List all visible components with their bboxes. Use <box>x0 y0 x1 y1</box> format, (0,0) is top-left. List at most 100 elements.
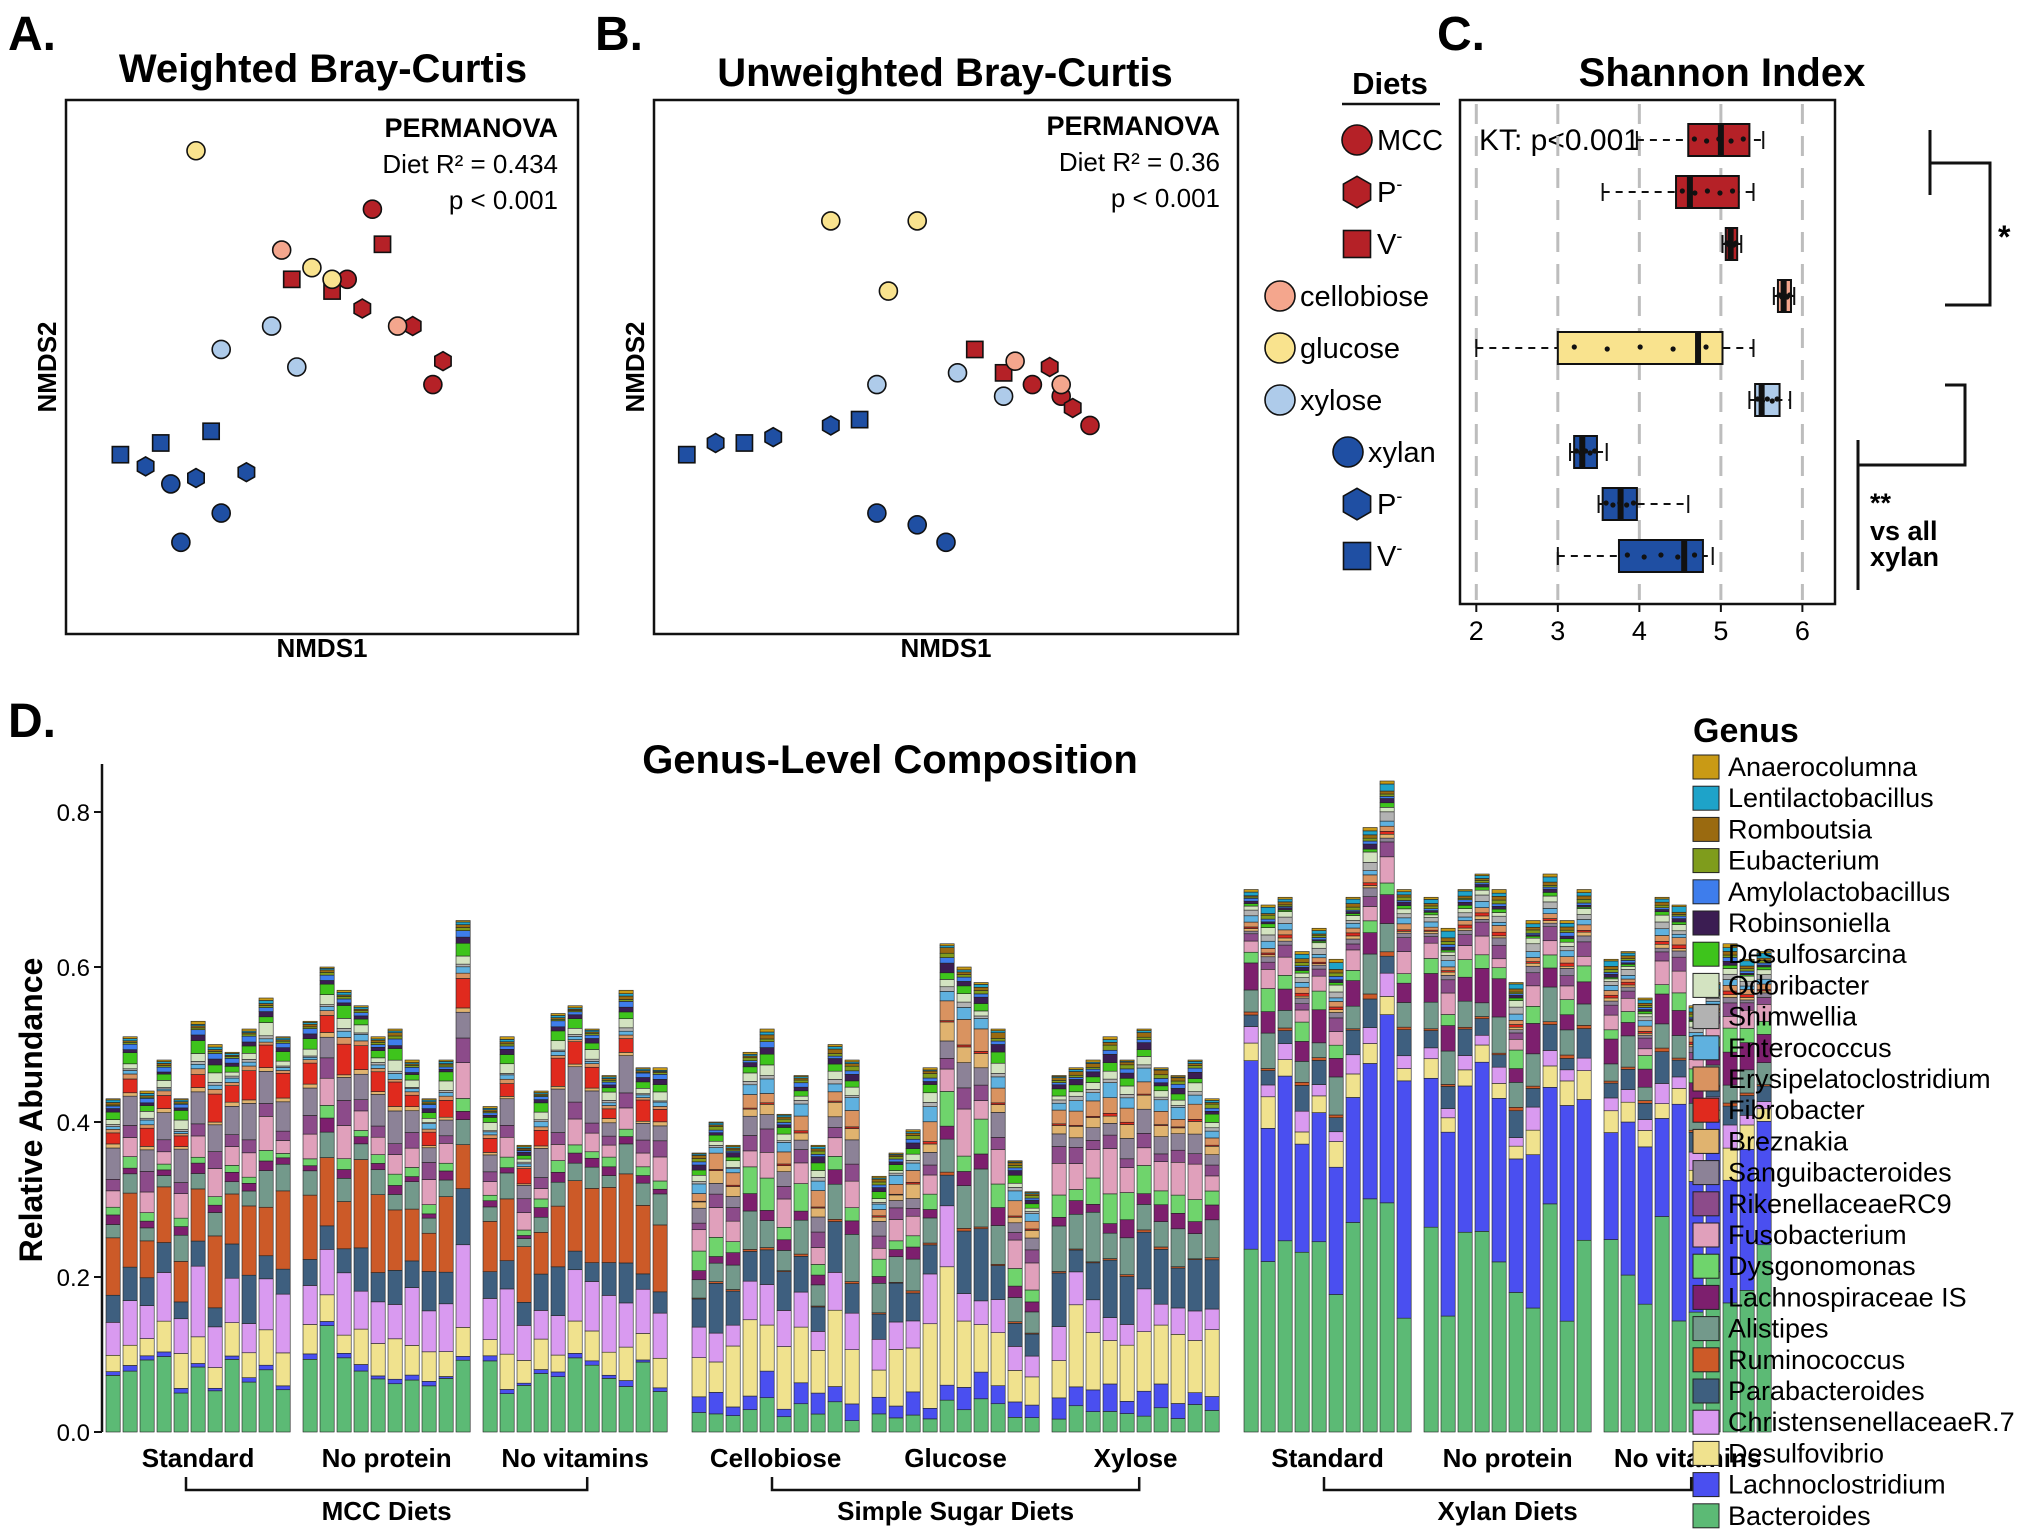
bar-4-1-segment-0 <box>888 1417 904 1433</box>
bar-3-6-segment-14 <box>793 1115 809 1132</box>
bar-5-9-segment-21 <box>1204 1103 1220 1109</box>
bar-1-5-segment-3 <box>387 1304 403 1340</box>
bar-5-5-segment-4 <box>1136 1231 1152 1290</box>
bar-0-8-segment-12 <box>241 1099 257 1104</box>
x-tick-label-1: 3 <box>1550 616 1565 646</box>
bar-6-5-segment-13 <box>1328 1006 1344 1010</box>
bar-6-0-segment-23 <box>1243 891 1259 897</box>
panel-c-legend-title: Diets <box>1352 66 1428 101</box>
bar-6-7-segment-18 <box>1362 848 1378 853</box>
bar-6-9-segment-5 <box>1396 1026 1412 1030</box>
bar-3-0-segment-1 <box>691 1396 707 1413</box>
bar-7-1-segment-10 <box>1440 979 1456 994</box>
bar-5-1-segment-22 <box>1068 1071 1084 1076</box>
bar-7-9-segment-7 <box>1576 981 1592 1005</box>
bar-7-6-segment-14 <box>1525 957 1541 962</box>
bar-7-2-segment-18 <box>1457 905 1473 909</box>
bar-1-5-segment-9 <box>387 1154 403 1175</box>
bar-7-1-segment-2 <box>1440 1117 1456 1133</box>
bar-0-4-segment-8 <box>173 1217 189 1227</box>
bar-6-9-segment-22 <box>1396 894 1412 898</box>
bar-1-2-segment-13 <box>336 1043 352 1076</box>
bar-2-5-segment-14 <box>567 1039 583 1043</box>
bar-1-1-segment-24 <box>319 966 335 969</box>
sig-star-2: ** <box>1870 488 1892 518</box>
bar-8-3-segment-2 <box>1654 1103 1670 1119</box>
diet-label-2: V- <box>1377 226 1402 261</box>
bar-3-7-segment-23 <box>810 1146 826 1150</box>
bar-4-1-segment-7 <box>888 1249 904 1258</box>
bar-1-5-segment-12 <box>387 1106 403 1112</box>
bar-8-4-segment-3 <box>1671 1076 1687 1089</box>
bar-4-6-segment-7 <box>973 1153 989 1170</box>
diet-marker-6 <box>1332 436 1364 468</box>
bar-6-3-segment-4 <box>1294 1085 1310 1112</box>
bar-7-0-segment-8 <box>1423 958 1439 974</box>
bar-2-0-segment-13 <box>482 1138 498 1153</box>
bar-0-1-segment-23 <box>122 1038 138 1042</box>
bar-1-9-segment-15 <box>455 966 471 974</box>
bar-2-6-segment-10 <box>584 1122 600 1134</box>
bar-7-4-segment-17 <box>1491 912 1507 917</box>
bar-4-4-segment-17 <box>939 979 955 988</box>
bar-5-9-segment-12 <box>1204 1146 1220 1155</box>
bar-5-8-segment-23 <box>1187 1061 1203 1064</box>
bar-2-7-segment-1 <box>601 1374 617 1379</box>
bar-6-3-segment-0 <box>1294 1251 1310 1433</box>
sample-dot-5-3 <box>1769 398 1775 404</box>
panel-c-title: Shannon Index <box>1579 51 1866 95</box>
bar-2-10-segment-10 <box>652 1140 668 1158</box>
bar-1-4-segment-3 <box>370 1301 386 1344</box>
bar-7-2-segment-1 <box>1457 1085 1473 1233</box>
bar-5-9-segment-4 <box>1204 1259 1220 1310</box>
bar-5-1-segment-11 <box>1068 1137 1084 1148</box>
bar-5-1-segment-24 <box>1068 1067 1084 1070</box>
bar-1-8-segment-20 <box>438 1066 454 1070</box>
bar-2-3-segment-1 <box>533 1369 549 1374</box>
bar-0-1-segment-8 <box>122 1156 138 1169</box>
bar-2-0-segment-12 <box>482 1152 498 1156</box>
bar-8-1-segment-12 <box>1620 984 1636 988</box>
bar-4-6-segment-19 <box>973 996 989 1004</box>
bar-8-0-segment-9 <box>1603 1014 1619 1031</box>
bar-1-8-segment-8 <box>438 1162 454 1172</box>
panel-a-title: Weighted Bray-Curtis <box>119 47 527 91</box>
bar-3-7-segment-10 <box>810 1231 826 1248</box>
bar-3-0-segment-10 <box>691 1222 707 1231</box>
bar-2-10-segment-5 <box>652 1224 668 1293</box>
bar-3-0-segment-20 <box>691 1161 707 1166</box>
bar-0-5-segment-17 <box>190 1053 206 1062</box>
bar-4-4-segment-5 <box>939 1171 955 1176</box>
bar-6-6-segment-15 <box>1345 922 1361 929</box>
bar-1-6-segment-3 <box>404 1287 420 1346</box>
bar-8-1-segment-24 <box>1620 951 1636 954</box>
bar-7-5-segment-11 <box>1508 1029 1524 1034</box>
bar-2-4-segment-1 <box>550 1371 566 1377</box>
bar-5-8-segment-14 <box>1187 1103 1203 1120</box>
bar-7-6-segment-21 <box>1525 929 1541 934</box>
bar-7-6-segment-16 <box>1525 943 1541 952</box>
bar-3-5-segment-7 <box>776 1239 792 1251</box>
bar-2-1-segment-8 <box>499 1156 515 1168</box>
bar-7-4-segment-6 <box>1491 1016 1507 1054</box>
bar-2-5-segment-12 <box>567 1063 583 1068</box>
bar-6-8-segment-18 <box>1379 802 1395 808</box>
bar-5-2-segment-7 <box>1085 1204 1101 1213</box>
bar-2-6-segment-13 <box>584 1066 600 1089</box>
bar-5-8-segment-17 <box>1187 1082 1203 1092</box>
bar-4-4-segment-9 <box>939 1068 955 1092</box>
bar-0-7-segment-20 <box>224 1058 240 1064</box>
bar-7-5-segment-9 <box>1508 1038 1524 1051</box>
bar-5-5-segment-12 <box>1136 1094 1152 1110</box>
bar-0-6-segment-15 <box>207 1084 223 1090</box>
bar-6-8-segment-7 <box>1379 894 1395 924</box>
bar-6-8-segment-14 <box>1379 825 1395 832</box>
bar-4-2-segment-17 <box>905 1153 921 1161</box>
bar-1-9-segment-8 <box>455 1098 471 1112</box>
bar-8-1-segment-5 <box>1620 1066 1636 1070</box>
bar-3-7-segment-18 <box>810 1162 826 1171</box>
bar-2-6-segment-1 <box>584 1360 600 1366</box>
bar-5-2-segment-14 <box>1085 1100 1101 1117</box>
bar-2-4-segment-2 <box>550 1354 566 1373</box>
bar-7-6-segment-10 <box>1525 972 1541 987</box>
